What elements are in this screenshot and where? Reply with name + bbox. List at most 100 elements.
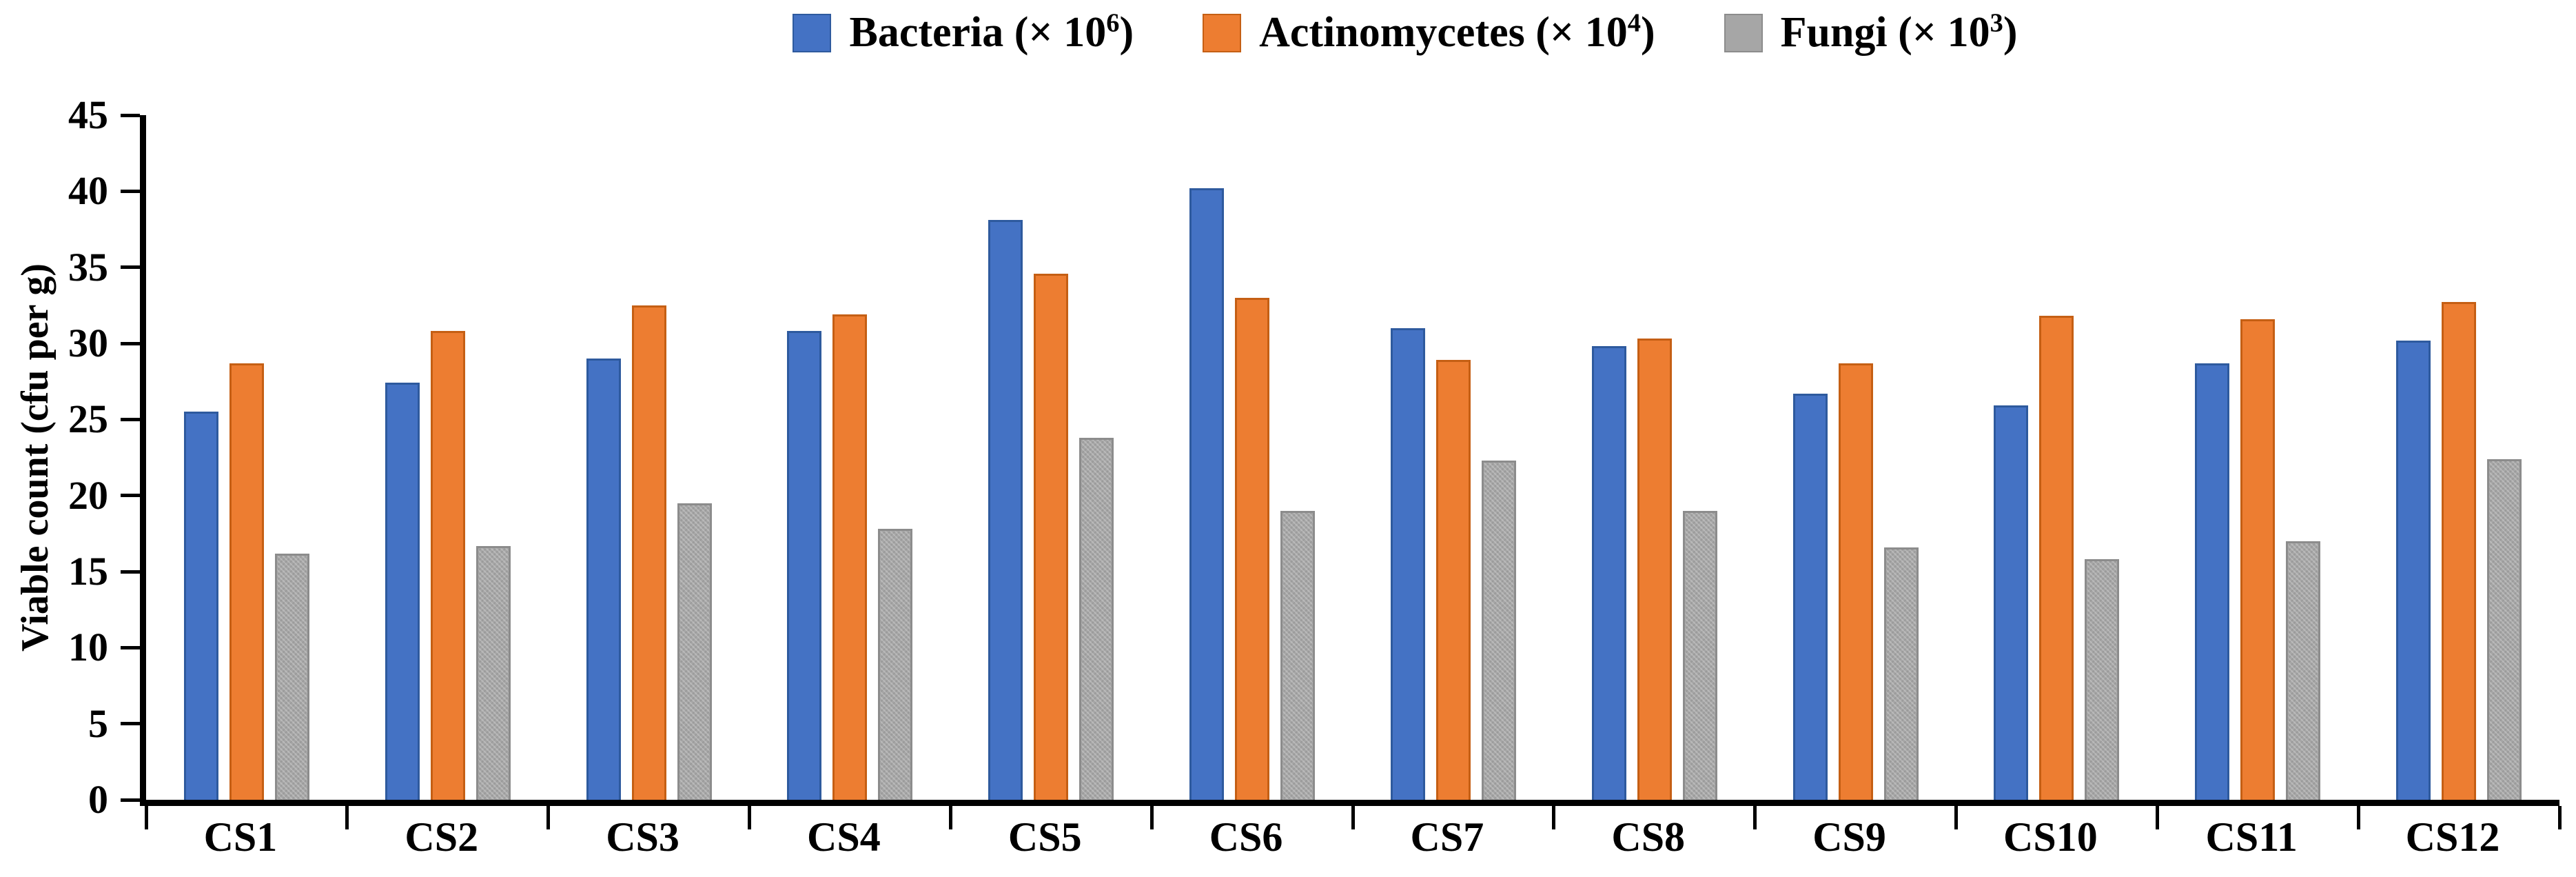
x-axis-tick-7	[1552, 806, 1556, 829]
x-axis-label-cs3: CS3	[606, 814, 679, 860]
bar-bacteria-cs2	[385, 383, 420, 800]
x-axis-tick-5	[1149, 806, 1154, 829]
y-axis-tick-label-40: 40	[68, 168, 108, 214]
bar-bacteria-cs7	[1390, 327, 1425, 800]
legend-item-actinomycetes: Actinomycetes (× 104)	[1203, 8, 1655, 57]
bars-container	[146, 115, 2559, 800]
legend-label-bacteria: Bacteria (× 106)	[849, 8, 1134, 56]
bar-fungi-cs11	[2286, 541, 2321, 800]
bar-group-cs8	[1554, 115, 1755, 800]
x-axis-label-cs4: CS4	[807, 814, 881, 860]
y-axis-title: Viable count (cfu per g)	[14, 263, 57, 652]
y-axis-tick-20	[121, 494, 140, 498]
bar-actinomycetes-cs6	[1235, 297, 1270, 800]
y-axis-tick-45	[121, 113, 140, 117]
bar-group-cs6	[1152, 115, 1353, 800]
y-axis-tick-label-25: 25	[68, 396, 108, 442]
y-axis-tick-label-30: 30	[68, 321, 108, 366]
x-axis-label-cs1: CS1	[203, 814, 278, 860]
bar-actinomycetes-cs5	[1034, 273, 1069, 800]
bar-actinomycetes-cs10	[2039, 316, 2074, 800]
x-axis-tick-9	[1954, 806, 1958, 829]
bar-bacteria-cs5	[988, 220, 1023, 800]
bar-fungi-cs3	[677, 503, 712, 800]
bar-group-cs5	[950, 115, 1152, 800]
bar-actinomycetes-cs2	[430, 331, 465, 800]
y-axis-tick-25	[121, 417, 140, 421]
bar-bacteria-cs11	[2195, 363, 2230, 800]
bar-actinomycetes-cs7	[1435, 360, 1471, 800]
y-axis-tick-label-10: 10	[68, 625, 108, 670]
bar-bacteria-cs8	[1591, 346, 1626, 800]
x-axis-tick-4	[948, 806, 952, 829]
x-axis-tick-10	[2155, 806, 2159, 829]
y-axis-tick-label-35: 35	[68, 244, 108, 290]
bar-fungi-cs6	[1280, 510, 1316, 800]
bar-actinomycetes-cs3	[631, 305, 666, 800]
y-axis-tick-label-0: 0	[88, 777, 108, 822]
x-axis-tick-11	[2356, 806, 2360, 829]
x-axis-tick-8	[1753, 806, 1757, 829]
x-axis-tick-12	[2557, 806, 2562, 829]
bar-bacteria-cs1	[183, 412, 218, 800]
bar-actinomycetes-cs1	[229, 363, 264, 800]
x-axis-label-cs11: CS11	[2205, 814, 2298, 860]
bar-group-cs2	[347, 115, 549, 800]
bar-fungi-cs12	[2487, 458, 2522, 800]
x-axis-label-cs2: CS2	[405, 814, 479, 860]
bar-actinomycetes-cs11	[2240, 319, 2276, 800]
bar-fungi-cs2	[476, 545, 511, 800]
x-axis-label-cs5: CS5	[1008, 814, 1082, 860]
y-axis-tick-0	[121, 798, 140, 802]
x-axis-tick-2	[546, 806, 551, 829]
bar-group-cs1	[146, 115, 347, 800]
chart-legend: Bacteria (× 106) Actinomycetes (× 104) Fun…	[117, 8, 2576, 57]
x-axis-label-cs6: CS6	[1209, 814, 1283, 860]
bar-bacteria-cs3	[586, 359, 621, 800]
bar-group-cs11	[2157, 115, 2358, 800]
bar-group-cs4	[749, 115, 950, 800]
legend-label-actinomycetes: Actinomycetes (× 104)	[1259, 8, 1655, 56]
y-axis-tick-label-45: 45	[68, 92, 108, 137]
y-axis-tick-5	[121, 722, 140, 726]
bar-bacteria-cs12	[2396, 340, 2431, 800]
x-axis-tick-0	[144, 806, 148, 829]
y-axis-tick-10	[121, 645, 140, 649]
bar-fungi-cs5	[1079, 437, 1114, 800]
y-axis-tick-35	[121, 265, 140, 270]
bar-fungi-cs10	[2085, 559, 2120, 800]
bar-fungi-cs9	[1883, 547, 1919, 800]
bar-bacteria-cs4	[787, 331, 822, 800]
x-axis-tick-3	[748, 806, 751, 829]
bar-fungi-cs4	[878, 529, 913, 800]
legend-swatch-actinomycetes	[1203, 13, 1242, 52]
y-axis-tick-label-5: 5	[88, 700, 108, 746]
bar-bacteria-cs6	[1189, 188, 1225, 800]
y-axis-tick-30	[121, 341, 140, 345]
x-axis-label-cs12: CS12	[2405, 814, 2500, 860]
bar-actinomycetes-cs8	[1637, 339, 1672, 800]
y-axis-tick-40	[121, 189, 140, 193]
legend-item-fungi: Fungi (× 103)	[1724, 8, 2018, 57]
x-axis-tick-1	[345, 806, 349, 829]
bar-group-cs12	[2358, 115, 2559, 800]
bar-group-cs9	[1755, 115, 1956, 800]
legend-item-bacteria: Bacteria (× 106)	[793, 8, 1134, 57]
x-axis-label-cs7: CS7	[1410, 814, 1484, 860]
y-axis-tick-15	[121, 569, 140, 574]
x-axis-tick-6	[1351, 806, 1355, 829]
x-axis-category-labels: CS1 CS2 CS3 CS4 CS5 CS6 CS7 CS8 CS9 CS10 CS11 CS12	[140, 815, 2553, 859]
bar-fungi-cs1	[274, 553, 309, 800]
bar-fungi-cs7	[1481, 460, 1516, 800]
bar-group-cs10	[1956, 115, 2157, 800]
x-axis-label-cs10: CS10	[2003, 814, 2098, 860]
plot-area: 0 5 10 15 20 25 30 35 40 45	[68, 94, 2562, 829]
bar-bacteria-cs10	[1994, 405, 2029, 800]
legend-swatch-fungi	[1724, 13, 1763, 52]
bar-actinomycetes-cs4	[832, 314, 868, 800]
legend-label-fungi: Fungi (× 103)	[1780, 8, 2018, 56]
x-axis-label-cs9: CS9	[1812, 814, 1886, 860]
bar-bacteria-cs9	[1792, 393, 1828, 800]
bar-actinomycetes-cs12	[2442, 302, 2477, 800]
legend-swatch-bacteria	[793, 13, 832, 52]
